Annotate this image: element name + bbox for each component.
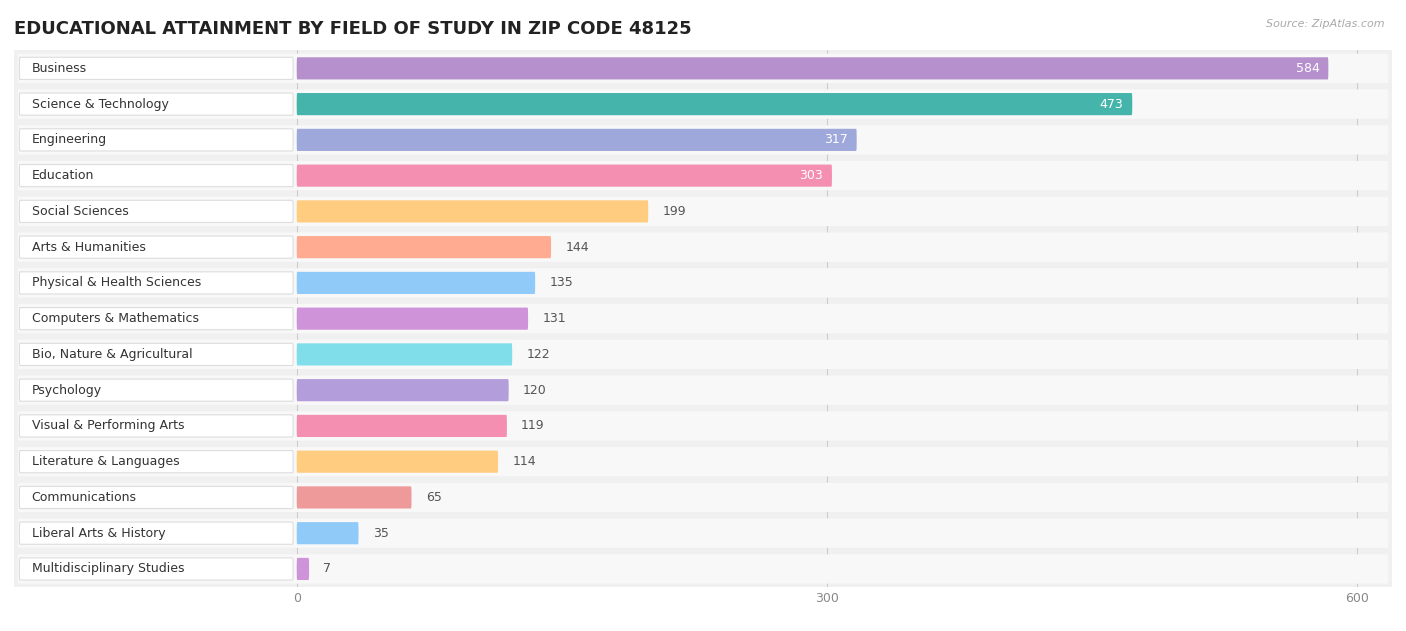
FancyBboxPatch shape [18, 232, 1388, 262]
Text: Physical & Health Sciences: Physical & Health Sciences [32, 276, 201, 290]
FancyBboxPatch shape [20, 379, 294, 401]
Text: Education: Education [32, 169, 94, 182]
FancyBboxPatch shape [297, 93, 1132, 115]
FancyBboxPatch shape [297, 522, 359, 545]
Text: Science & Technology: Science & Technology [32, 98, 169, 110]
Text: 199: 199 [662, 205, 686, 218]
FancyBboxPatch shape [297, 57, 1329, 80]
FancyBboxPatch shape [20, 415, 294, 437]
Text: EDUCATIONAL ATTAINMENT BY FIELD OF STUDY IN ZIP CODE 48125: EDUCATIONAL ATTAINMENT BY FIELD OF STUDY… [14, 20, 692, 38]
FancyBboxPatch shape [20, 236, 294, 258]
Text: 144: 144 [565, 240, 589, 254]
FancyBboxPatch shape [20, 522, 294, 545]
Text: 317: 317 [824, 133, 848, 146]
FancyBboxPatch shape [20, 200, 294, 223]
FancyBboxPatch shape [297, 236, 551, 258]
FancyBboxPatch shape [297, 343, 512, 365]
Text: 122: 122 [526, 348, 550, 361]
Text: 473: 473 [1099, 98, 1123, 110]
Text: Arts & Humanities: Arts & Humanities [32, 240, 146, 254]
FancyBboxPatch shape [20, 307, 294, 330]
Text: 303: 303 [800, 169, 823, 182]
FancyBboxPatch shape [20, 487, 294, 509]
FancyBboxPatch shape [18, 375, 1388, 405]
Text: Bio, Nature & Agricultural: Bio, Nature & Agricultural [32, 348, 193, 361]
FancyBboxPatch shape [18, 554, 1388, 584]
FancyBboxPatch shape [297, 451, 498, 473]
Text: Source: ZipAtlas.com: Source: ZipAtlas.com [1267, 19, 1385, 29]
FancyBboxPatch shape [20, 165, 294, 187]
FancyBboxPatch shape [297, 272, 536, 294]
Text: 120: 120 [523, 384, 547, 397]
FancyBboxPatch shape [20, 57, 294, 80]
FancyBboxPatch shape [18, 411, 1388, 440]
Text: Visual & Performing Arts: Visual & Performing Arts [32, 420, 184, 432]
FancyBboxPatch shape [18, 339, 1388, 369]
Text: 135: 135 [550, 276, 574, 290]
FancyBboxPatch shape [297, 307, 529, 330]
Text: Liberal Arts & History: Liberal Arts & History [32, 527, 166, 540]
Text: Computers & Mathematics: Computers & Mathematics [32, 312, 198, 325]
Text: Literature & Languages: Literature & Languages [32, 455, 180, 468]
FancyBboxPatch shape [18, 90, 1388, 119]
Text: Social Sciences: Social Sciences [32, 205, 128, 218]
FancyBboxPatch shape [20, 93, 294, 115]
FancyBboxPatch shape [297, 487, 412, 509]
FancyBboxPatch shape [20, 343, 294, 365]
FancyBboxPatch shape [18, 519, 1388, 548]
Text: Psychology: Psychology [32, 384, 101, 397]
FancyBboxPatch shape [297, 558, 309, 580]
Text: 131: 131 [543, 312, 565, 325]
FancyBboxPatch shape [18, 161, 1388, 191]
FancyBboxPatch shape [20, 129, 294, 151]
FancyBboxPatch shape [297, 200, 648, 223]
FancyBboxPatch shape [18, 483, 1388, 512]
Text: 35: 35 [373, 527, 388, 540]
FancyBboxPatch shape [18, 54, 1388, 83]
FancyBboxPatch shape [20, 558, 294, 580]
Text: Business: Business [32, 62, 87, 75]
Text: 65: 65 [426, 491, 441, 504]
FancyBboxPatch shape [297, 415, 508, 437]
Text: Engineering: Engineering [32, 133, 107, 146]
FancyBboxPatch shape [18, 197, 1388, 226]
FancyBboxPatch shape [18, 304, 1388, 333]
Text: Multidisciplinary Studies: Multidisciplinary Studies [32, 562, 184, 575]
FancyBboxPatch shape [20, 451, 294, 473]
FancyBboxPatch shape [18, 125, 1388, 155]
FancyBboxPatch shape [297, 165, 832, 187]
Text: 114: 114 [512, 455, 536, 468]
FancyBboxPatch shape [18, 447, 1388, 476]
Text: 119: 119 [522, 420, 544, 432]
FancyBboxPatch shape [297, 129, 856, 151]
FancyBboxPatch shape [20, 272, 294, 294]
FancyBboxPatch shape [297, 379, 509, 401]
Text: Communications: Communications [32, 491, 136, 504]
Text: 7: 7 [323, 562, 332, 575]
Text: 584: 584 [1296, 62, 1319, 75]
FancyBboxPatch shape [18, 268, 1388, 298]
